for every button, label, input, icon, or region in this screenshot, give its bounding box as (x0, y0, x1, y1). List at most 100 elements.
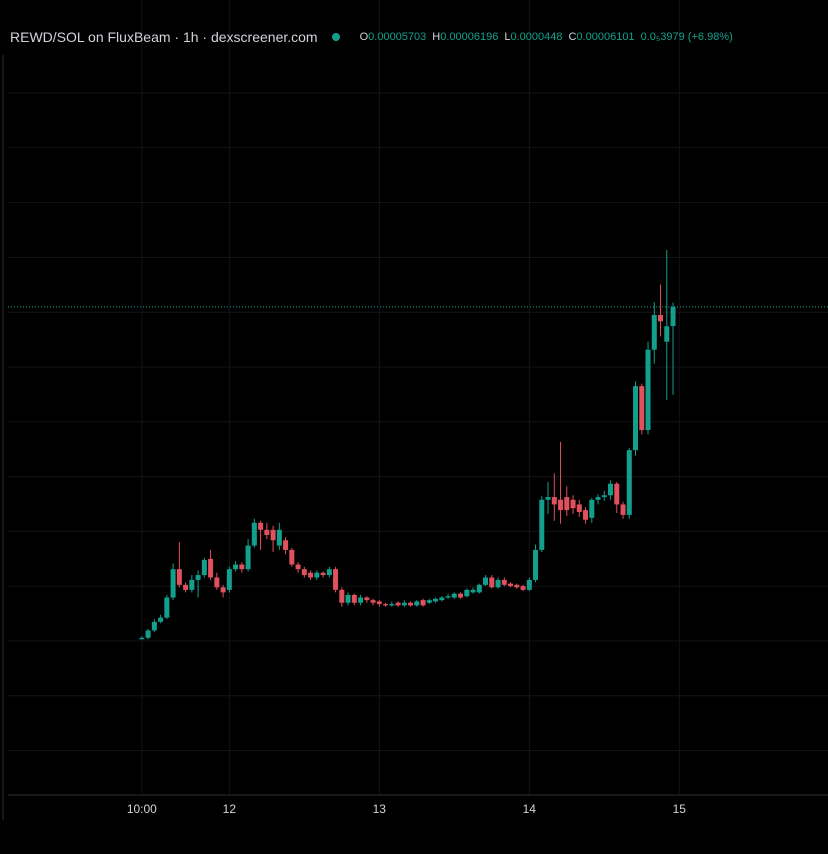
candle-body (645, 349, 651, 431)
chart-title: REWD/SOL on FluxBeam · 1h · dexscreener.… (10, 29, 318, 45)
candle-body (358, 597, 364, 603)
candle-body (401, 602, 407, 606)
candle-body (295, 564, 301, 570)
candle-body (308, 572, 314, 578)
candle-body (351, 594, 357, 603)
candle-body (658, 315, 664, 322)
candle-body (558, 499, 564, 511)
candle-body (476, 584, 482, 593)
candle-body (276, 529, 282, 546)
legend-header: REWD/SOL on FluxBeam · 1h · dexscreener.… (10, 29, 733, 45)
candle-body (470, 589, 476, 593)
candle-body (195, 575, 201, 580)
x-tick-label: 15 (673, 802, 687, 816)
candle-body (483, 577, 489, 585)
x-tick-label: 12 (223, 802, 237, 816)
candle-body (639, 386, 645, 431)
ohlc-value: 0.0000448 (510, 31, 563, 43)
candle-body (208, 558, 214, 578)
candle-body (651, 315, 657, 350)
candle-body (633, 386, 639, 451)
candle-body (620, 504, 626, 515)
candle-body (508, 583, 514, 587)
candle-body (170, 569, 176, 598)
candle-body (314, 572, 320, 578)
candle-body (589, 499, 595, 518)
change-label: 0.0₅3979 (+6.98%) (640, 31, 733, 43)
x-tick-label: 13 (373, 802, 387, 816)
candle-body (458, 593, 464, 598)
candle-body (326, 569, 332, 576)
candle-body (145, 630, 151, 638)
candle-body (451, 593, 457, 598)
candle-body (301, 569, 307, 576)
candle-body (520, 586, 526, 590)
candle-body (239, 564, 245, 570)
candle-body (183, 584, 189, 590)
candle-body (320, 572, 326, 576)
candle-body (614, 483, 620, 505)
candle-body (251, 522, 257, 546)
candle-body (151, 621, 157, 631)
candle-body (626, 450, 632, 515)
candle-body (533, 549, 539, 580)
candle-body (383, 604, 389, 606)
ohlc-label: L (504, 31, 511, 43)
candle-body (564, 497, 570, 511)
candle-body (376, 601, 382, 605)
candle-body (164, 597, 170, 618)
candle-body (408, 602, 414, 606)
candle-body (570, 499, 576, 509)
candle-body (364, 597, 370, 601)
candle-body (414, 601, 420, 606)
candle-body (464, 589, 470, 597)
candle-body (370, 600, 376, 603)
candle-body (426, 600, 432, 603)
candle-body (514, 584, 520, 588)
candle-body (289, 549, 295, 565)
candle-body (501, 579, 507, 585)
ohlc-value: 0.00006101 (576, 31, 635, 43)
candle-body (601, 495, 607, 498)
candle-body (176, 569, 182, 585)
candle-body (189, 579, 195, 590)
candle-body (608, 483, 614, 496)
candle-body (270, 529, 276, 541)
candle-body (389, 604, 395, 606)
candle-body (664, 326, 670, 342)
candle-body (345, 594, 351, 603)
candle-body (576, 504, 582, 513)
candle-body (445, 596, 451, 598)
status-dot (331, 33, 340, 41)
candle-body (526, 579, 532, 590)
candle-body (333, 569, 339, 590)
ohlc-value: 0.00006196 (440, 31, 499, 43)
candle-body (226, 569, 232, 590)
candle-body (495, 579, 501, 588)
candle-body (233, 564, 239, 570)
candle-body (539, 499, 545, 550)
candle-body (339, 589, 345, 603)
candle-body (201, 559, 207, 576)
ohlc-label: H (432, 31, 441, 43)
candle-body (551, 497, 557, 505)
candle-body (489, 577, 495, 588)
x-tick-label: 10:00 (127, 802, 157, 816)
candle-body (158, 617, 164, 622)
ohlc-value: 0.00005703 (368, 31, 427, 43)
candle-body (583, 510, 589, 520)
candle-body (420, 600, 426, 606)
ohlc-label: C (568, 31, 577, 43)
candle-body (258, 522, 264, 530)
candle-body (545, 497, 551, 500)
candle-body (283, 540, 289, 550)
candle-body (264, 529, 270, 535)
candle-body (395, 602, 401, 606)
candle-body (439, 597, 445, 601)
candle-body (139, 637, 145, 640)
candle-body (245, 545, 251, 570)
candle-body (214, 577, 220, 588)
ohlc-label: O (359, 31, 369, 43)
